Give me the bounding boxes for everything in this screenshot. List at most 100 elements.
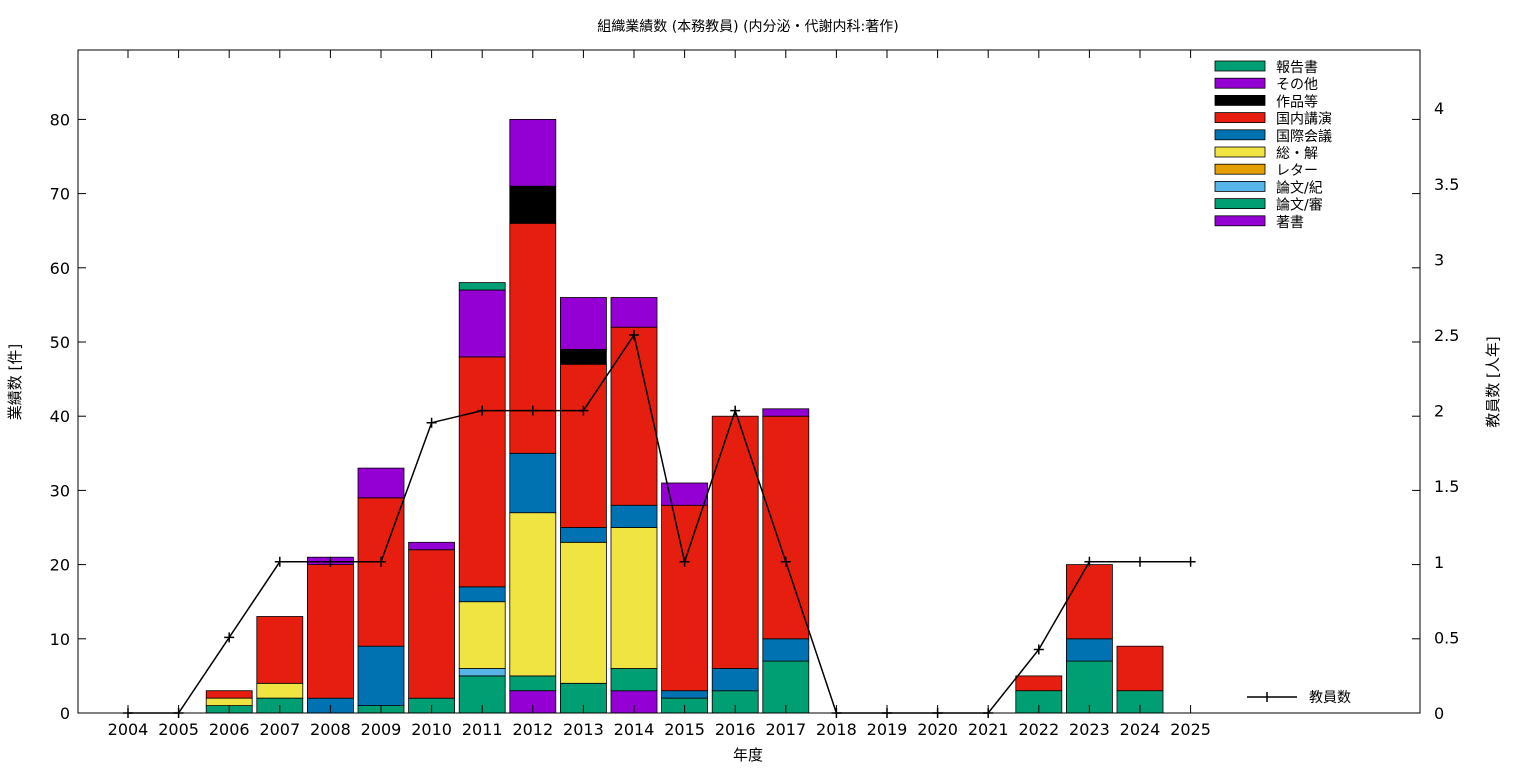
line-point-2016 xyxy=(730,405,741,416)
legend-label-5: 総・解 xyxy=(1276,146,1318,162)
x-tick-label-2019: 2019 xyxy=(867,720,908,739)
line-point-2025 xyxy=(1185,556,1196,567)
bar-segment-series8-2017 xyxy=(762,660,810,714)
y2-tick-label-0.5: 0.5 xyxy=(1434,628,1459,647)
bar-segment-series1-2017 xyxy=(762,408,810,417)
axes-layer: 0 10 20 30 40 50 60 70 80 0 0.5 1 1.5 2 2.5 3 3.5 4 2004 20… xyxy=(50,50,1459,739)
y-tick-label-50: 50 xyxy=(50,333,70,352)
bars-layer xyxy=(205,119,1164,714)
x-tick-label-2005: 2005 xyxy=(158,720,199,739)
bar-segment-series3-2007 xyxy=(256,616,304,684)
legend-swatch-3 xyxy=(1214,112,1266,123)
bar-segment-series5-2006 xyxy=(205,697,253,707)
bar-segment-series4-2023 xyxy=(1066,638,1113,662)
legend-swatch-5 xyxy=(1214,146,1266,158)
line-point-2006 xyxy=(224,632,235,643)
bar-segment-series1-2014 xyxy=(610,297,658,328)
bar-segment-series4-2014 xyxy=(610,504,658,528)
line-point-2008 xyxy=(325,556,336,567)
bar-segment-series3-2017 xyxy=(762,415,810,640)
x-tick-label-2016: 2016 xyxy=(715,720,756,739)
legend-swatch-4 xyxy=(1214,129,1266,141)
legend-label-6: レター xyxy=(1276,163,1318,179)
x-tick-label-2009: 2009 xyxy=(361,720,402,739)
line-teacher-count xyxy=(128,333,1191,714)
y2-tick-label-3.5: 3.5 xyxy=(1434,175,1459,194)
x-tick-label-2022: 2022 xyxy=(1018,720,1059,739)
line-point-2017 xyxy=(780,556,791,567)
bar-segment-series5-2014 xyxy=(610,527,658,669)
legend-label-8: 論文/審 xyxy=(1276,198,1323,214)
x-tick-label-2011: 2011 xyxy=(462,720,503,739)
y2-tick-label-3: 3 xyxy=(1434,250,1444,269)
bar-segment-series3-2009 xyxy=(357,497,405,647)
bar-segment-series4-2016 xyxy=(711,668,759,692)
line-point-2024 xyxy=(1135,556,1145,567)
x-tick-label-2012: 2012 xyxy=(512,720,553,739)
x-tick-label-2020: 2020 xyxy=(917,720,958,739)
bar-segment-series8-2023 xyxy=(1066,660,1113,714)
line-point-2011 xyxy=(477,405,488,416)
bar-segment-series3-2011 xyxy=(458,356,506,588)
bar-segment-series3-2023 xyxy=(1066,564,1113,640)
x-tick-label-2004: 2004 xyxy=(108,720,149,739)
legend-label-3: 国内講演 xyxy=(1276,112,1332,128)
bar-segment-series5-2011 xyxy=(458,601,506,669)
y2-tick-label-2.5: 2.5 xyxy=(1434,326,1459,345)
x-tick-label-2006: 2006 xyxy=(209,720,250,739)
bar-segment-series4-2017 xyxy=(762,638,810,662)
legend-swatch-2 xyxy=(1214,95,1266,106)
x-tick-label-2025: 2025 xyxy=(1170,720,1211,739)
bar-segment-series7-2011 xyxy=(458,668,506,677)
bar-segment-series5-2012 xyxy=(509,512,557,677)
y-tick-label-20: 20 xyxy=(50,556,70,575)
y-tick-label-0: 0 xyxy=(60,704,70,723)
bar-segment-series1-2010 xyxy=(408,541,456,551)
y2-tick-label-0: 0 xyxy=(1434,704,1444,723)
legend-label-0: 報告書 xyxy=(1276,60,1318,76)
legend-swatch-9 xyxy=(1214,215,1266,227)
y-tick-label-60: 60 xyxy=(50,259,70,278)
legend-label-line: 教員数 xyxy=(1309,690,1351,706)
bar-segment-series5-2013 xyxy=(560,541,607,684)
y-tick-label-40: 40 xyxy=(50,407,70,426)
bar-segment-series1-2009 xyxy=(357,467,405,499)
bar-segment-series4-2009 xyxy=(357,645,405,707)
bar-segment-series3-2022 xyxy=(1015,675,1063,692)
x-tick-label-2023: 2023 xyxy=(1069,720,1110,739)
bar-segment-series2-2013 xyxy=(560,348,607,365)
bar-segment-series4-2011 xyxy=(458,586,506,603)
bar-segment-series4-2012 xyxy=(509,452,557,514)
line-point-2010 xyxy=(426,417,437,428)
y-tick-label-80: 80 xyxy=(50,110,70,129)
x-tick-label-2008: 2008 xyxy=(310,720,351,739)
legend-swatch-0 xyxy=(1214,60,1266,72)
y2-tick-label-4: 4 xyxy=(1434,99,1444,118)
bar-segment-series2-2012 xyxy=(509,185,557,224)
y-axis-label: 業績数 [件] xyxy=(6,344,24,420)
bar-segment-series8-2012 xyxy=(509,675,557,692)
line-point-2013 xyxy=(578,405,589,416)
line-point-2014 xyxy=(629,330,639,340)
bar-segment-series0-2011 xyxy=(458,282,506,291)
x-tick-label-2013: 2013 xyxy=(563,720,604,739)
legend-label-4: 国際会議 xyxy=(1276,128,1332,145)
y2-tick-label-1: 1 xyxy=(1434,553,1444,572)
x-tick-label-2021: 2021 xyxy=(968,720,1009,739)
x-tick-label-2010: 2010 xyxy=(411,720,452,739)
bar-segment-series3-2016 xyxy=(711,415,759,669)
x-tick-label-2017: 2017 xyxy=(765,720,806,739)
legend-label-1: その他 xyxy=(1276,77,1318,93)
bar-segment-series1-2011 xyxy=(458,289,506,358)
bar-segment-series3-2012 xyxy=(509,222,557,454)
line-point-2009 xyxy=(376,556,386,567)
bar-segment-series3-2024 xyxy=(1116,645,1164,692)
y2-tick-label-2: 2 xyxy=(1434,402,1444,421)
x-tick-label-2018: 2018 xyxy=(816,720,857,739)
y-tick-label-30: 30 xyxy=(50,481,70,500)
x-axis-label: 年度 xyxy=(733,746,763,764)
plot-frame xyxy=(77,49,1421,714)
bar-segment-series8-2014 xyxy=(610,668,658,692)
